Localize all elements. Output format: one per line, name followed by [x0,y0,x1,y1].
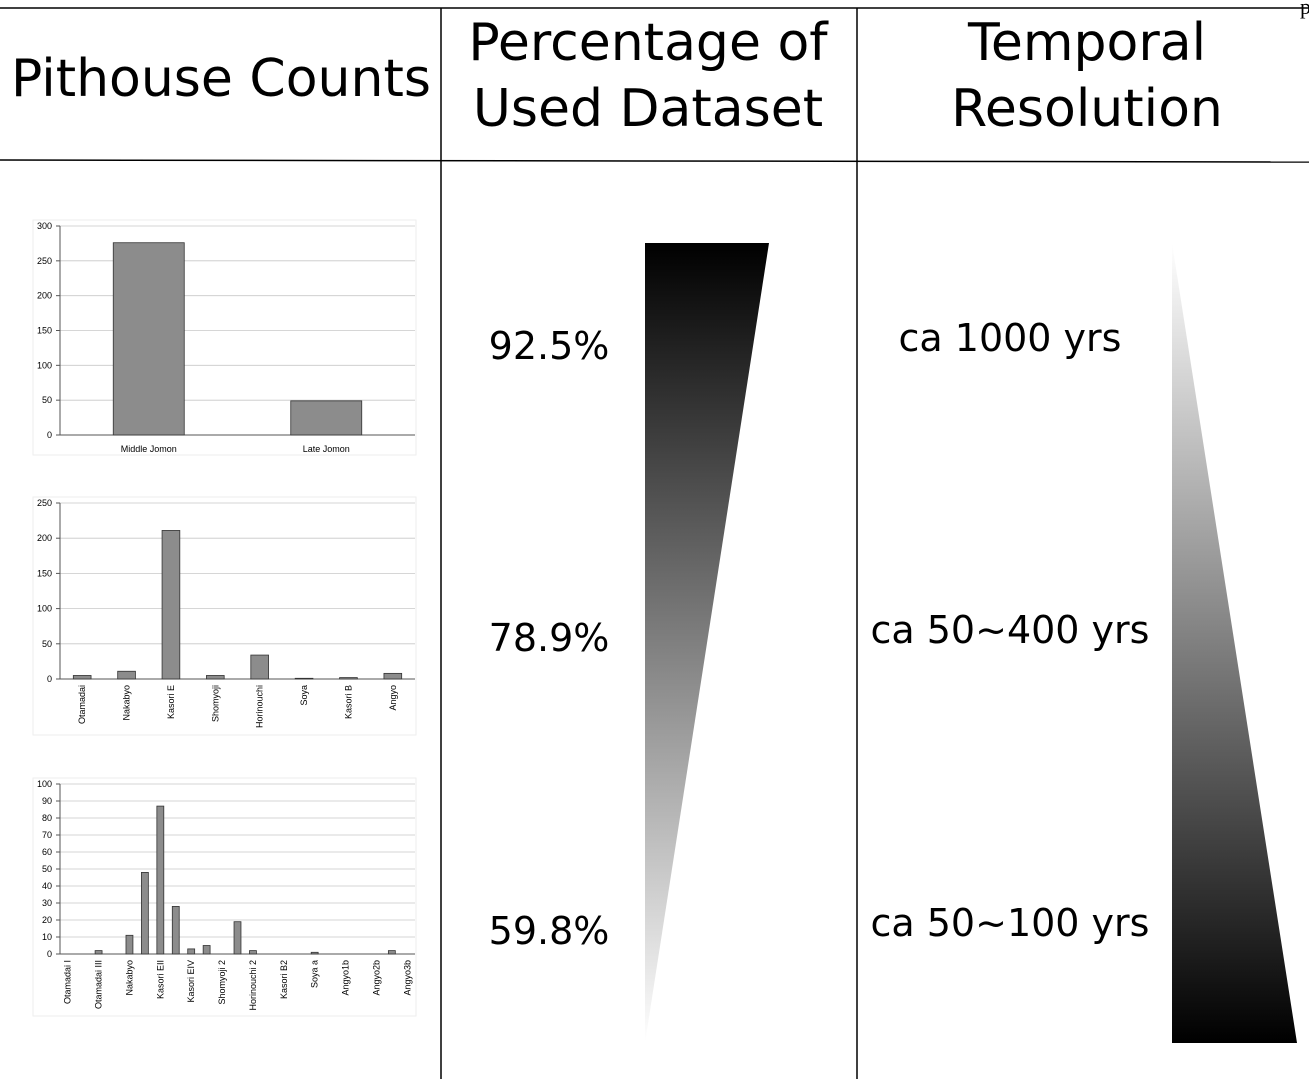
y-tick-label: 100 [37,360,52,370]
bar [383,672,403,680]
column-header: Percentage of [468,13,829,73]
y-tick-label: 20 [42,915,52,925]
bar [310,951,319,955]
y-tick-label: 60 [42,847,52,857]
y-tick-label: 0 [47,674,52,684]
x-tick-label: Angyo3b [402,960,412,996]
x-tick-label: Shomyoji 2 [217,960,227,1005]
x-tick-label: Angyo [388,685,398,711]
bar [387,950,396,955]
x-tick-label: Kasori EIV [186,960,196,1003]
bar [94,950,103,955]
chart-frame [32,219,417,456]
bar [112,242,185,436]
gradient-triangle [645,243,769,1043]
chart-frame [32,496,417,736]
y-tick-label: 150 [37,326,52,336]
bar [339,677,358,680]
x-tick-label: Kasori B2 [279,960,289,999]
y-tick-label: 50 [42,639,52,649]
bar [125,934,134,955]
bar [141,872,149,955]
bar [156,805,165,955]
y-tick-label: 150 [37,568,52,578]
y-tick-label: 300 [37,221,52,231]
bar [72,675,92,680]
bar [117,670,136,680]
x-tick-label: Soya a [310,960,320,988]
x-tick-label: Kasori EII [155,960,165,999]
temporal-resolution: ca 50~400 yrs [871,608,1150,652]
x-tick-label: Otamadai I [63,960,73,1004]
gradient-triangle [1172,243,1297,1043]
x-tick-label: Angyo1b [341,960,351,996]
column-header: Temporal [967,13,1206,73]
bar [233,921,242,955]
column-header: Resolution [951,79,1223,139]
y-tick-label: 50 [42,864,52,874]
bar [187,948,196,955]
temporal-resolution: ca 1000 yrs [899,316,1122,360]
x-tick-label: Late Jomon [303,444,350,454]
x-tick-label: Kasori E [166,685,176,719]
y-tick-label: 70 [42,830,52,840]
bar [250,654,269,680]
percentage: 92.5% [489,324,610,368]
x-tick-label: Soya [299,685,309,706]
x-tick-label: Nakabyo [122,685,132,721]
y-tick-label: 250 [37,498,52,508]
bar [171,906,180,955]
y-tick-label: 40 [42,881,52,891]
x-tick-label: Nakabyo [124,960,134,996]
y-tick-label: 200 [37,291,52,301]
x-tick-label: Horinouchi [255,685,265,728]
bar [206,675,225,680]
percentage: 78.9% [489,616,610,660]
y-tick-label: 0 [47,430,52,440]
chart-frame [32,777,417,1017]
y-tick-label: 50 [42,395,52,405]
table-lines [0,7,1309,1079]
bar [202,945,211,955]
y-tick-label: 90 [42,796,52,806]
bar [249,950,257,955]
percentage: 59.8% [489,909,610,953]
x-tick-label: Otamadai [77,685,87,724]
x-tick-label: Shomyoji [210,685,220,722]
x-tick-label: Kasori B [343,685,353,719]
x-tick-label: Horinouchi 2 [248,960,258,1011]
y-tick-label: 250 [37,256,52,266]
page-fragment: pag [1300,0,1309,19]
bar [294,677,314,680]
column-header: Used Dataset [473,79,823,139]
y-tick-label: 10 [42,932,52,942]
y-tick-label: 0 [47,949,52,959]
y-tick-label: 200 [37,533,52,543]
x-tick-label: Angyo2b [371,960,381,996]
y-tick-label: 100 [37,779,52,789]
y-tick-label: 30 [42,898,52,908]
y-tick-label: 100 [37,604,52,614]
temporal-resolution: ca 50~100 yrs [871,901,1150,945]
y-tick-label: 80 [42,813,52,823]
x-tick-label: Middle Jomon [121,444,177,454]
bar [290,400,363,436]
x-tick-label: Otamadai III [94,960,104,1009]
column-header: Pithouse Counts [11,49,431,109]
bar [161,530,181,680]
